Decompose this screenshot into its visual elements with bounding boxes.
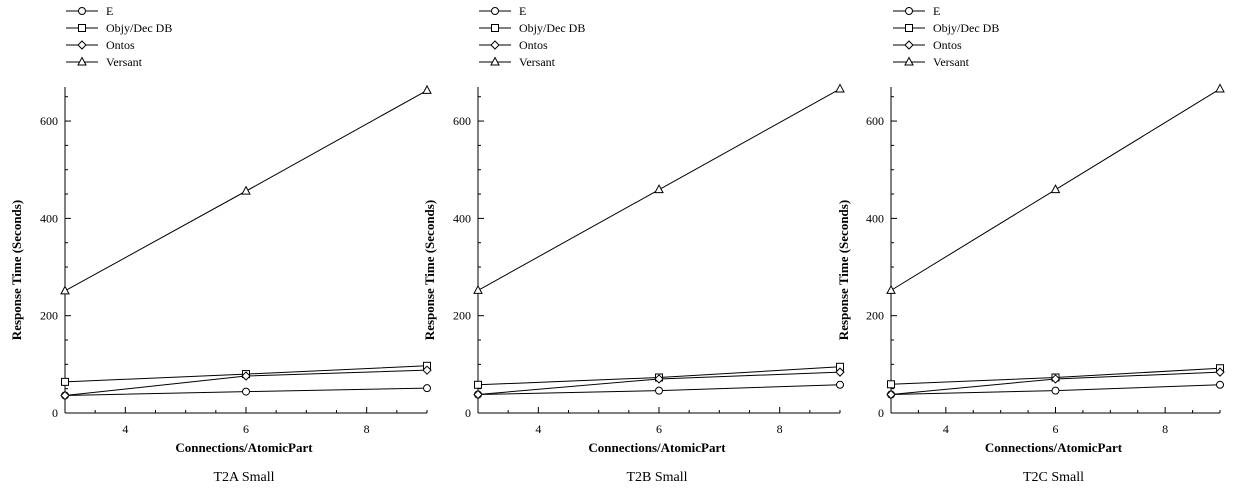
y-tick-label: 200 xyxy=(453,309,471,323)
x-axis-title: Connections/AtomicPart xyxy=(175,440,313,455)
chart-panel-1: E Objy/Dec DB Ontos Versant 0 200 400 600 4 6 8 Res… xyxy=(9,4,432,485)
y-tick-label: 600 xyxy=(40,114,58,128)
data-point-diamond xyxy=(60,390,70,401)
data-point-triangle xyxy=(473,284,483,294)
data-point-triangle xyxy=(654,184,664,194)
y-tick-label: 400 xyxy=(866,211,884,225)
data-point-diamond xyxy=(835,367,845,377)
data-point-triangle xyxy=(886,284,896,294)
x-tick-label: 6 xyxy=(1053,422,1059,436)
legend-marker-square xyxy=(905,24,913,32)
data-point-triangle xyxy=(60,285,70,295)
legend: E Objy/Dec DB Ontos Versant xyxy=(479,4,585,69)
y-tick-label: 200 xyxy=(40,309,58,323)
y-tick-label: 400 xyxy=(40,211,58,225)
data-point-triangle xyxy=(835,83,845,93)
legend-marker-triangle xyxy=(77,56,87,66)
x-tick-label: 8 xyxy=(364,422,370,436)
chart-panel-3: E Objy/Dec DB Ontos Versant 0 200 400 600 4 6 8 Res… xyxy=(836,4,1225,485)
chart-panel-2: E Objy/Dec DB Ontos Versant 0 200 400 600 4 6 8 Res… xyxy=(422,4,845,485)
legend-marker-circle xyxy=(905,7,913,15)
y-axis-title: Response Time (Seconds) xyxy=(836,200,851,340)
x-tick-label: 8 xyxy=(777,422,783,436)
legend-marker-diamond xyxy=(904,40,914,50)
y-axis-title: Response Time (Seconds) xyxy=(9,200,24,340)
legend-marker-triangle xyxy=(490,56,500,66)
data-point-circle xyxy=(1216,380,1224,389)
data-point-diamond xyxy=(473,389,483,400)
legend: E Objy/Dec DB Ontos Versant xyxy=(66,4,172,69)
data-point-circle xyxy=(1051,386,1060,395)
legend-label: E xyxy=(933,4,940,18)
data-point-triangle xyxy=(241,185,251,195)
y-tick-label: 400 xyxy=(453,211,471,225)
data-point-square xyxy=(61,377,69,386)
data-point-circle xyxy=(655,386,663,395)
chart-caption: T2B Small xyxy=(626,470,687,485)
data-point-diamond xyxy=(886,389,896,400)
legend-label: Versant xyxy=(519,55,556,69)
data-point-triangle xyxy=(1215,83,1225,93)
y-tick-label: 0 xyxy=(465,406,471,420)
x-axis-title: Connections/AtomicPart xyxy=(985,440,1123,455)
legend-label: Ontos xyxy=(933,38,962,52)
data-point-circle xyxy=(836,380,844,389)
chart-caption: T2C Small xyxy=(1023,470,1084,485)
data-point-square xyxy=(887,380,895,389)
y-axis-title: Response Time (Seconds) xyxy=(422,200,437,340)
legend-marker-square xyxy=(491,24,499,32)
legend-label: Objy/Dec DB xyxy=(106,21,172,35)
data-point-diamond xyxy=(654,374,664,384)
legend-label: E xyxy=(519,4,526,18)
legend-marker-circle xyxy=(491,7,499,15)
data-point-circle xyxy=(242,387,250,396)
y-tick-label: 0 xyxy=(878,406,884,420)
legend-label: Versant xyxy=(106,55,143,69)
legend-marker-square xyxy=(78,24,86,32)
data-point-diamond xyxy=(422,365,432,375)
data-point-triangle xyxy=(1050,184,1061,194)
data-point-square xyxy=(474,380,482,389)
legend-label: Ontos xyxy=(106,38,135,52)
x-tick-label: 4 xyxy=(122,422,128,436)
legend-label: E xyxy=(106,4,113,18)
data-point-circle xyxy=(423,384,431,393)
y-tick-label: 0 xyxy=(52,406,58,420)
x-tick-label: 4 xyxy=(535,422,541,436)
legend-marker-diamond xyxy=(490,40,500,50)
legend-label: Objy/Dec DB xyxy=(519,21,585,35)
y-tick-label: 600 xyxy=(866,114,884,128)
data-point-triangle xyxy=(422,84,432,94)
legend-marker-diamond xyxy=(77,40,87,50)
x-tick-label: 6 xyxy=(243,422,249,436)
y-tick-label: 200 xyxy=(866,309,884,323)
x-tick-label: 4 xyxy=(943,422,949,436)
x-tick-label: 6 xyxy=(656,422,662,436)
legend-marker-circle xyxy=(78,7,86,15)
x-tick-label: 8 xyxy=(1162,422,1168,436)
y-tick-label: 600 xyxy=(453,114,471,128)
legend-label: Ontos xyxy=(519,38,548,52)
data-point-diamond xyxy=(1050,374,1061,384)
data-point-diamond xyxy=(1215,367,1225,377)
x-axis-title: Connections/AtomicPart xyxy=(588,440,726,455)
legend-marker-triangle xyxy=(904,56,914,66)
data-point-diamond xyxy=(241,371,251,381)
legend: E Objy/Dec DB Ontos Versant xyxy=(893,4,999,69)
legend-label: Versant xyxy=(933,55,970,69)
chart-caption: T2A Small xyxy=(213,470,274,485)
legend-label: Objy/Dec DB xyxy=(933,21,999,35)
